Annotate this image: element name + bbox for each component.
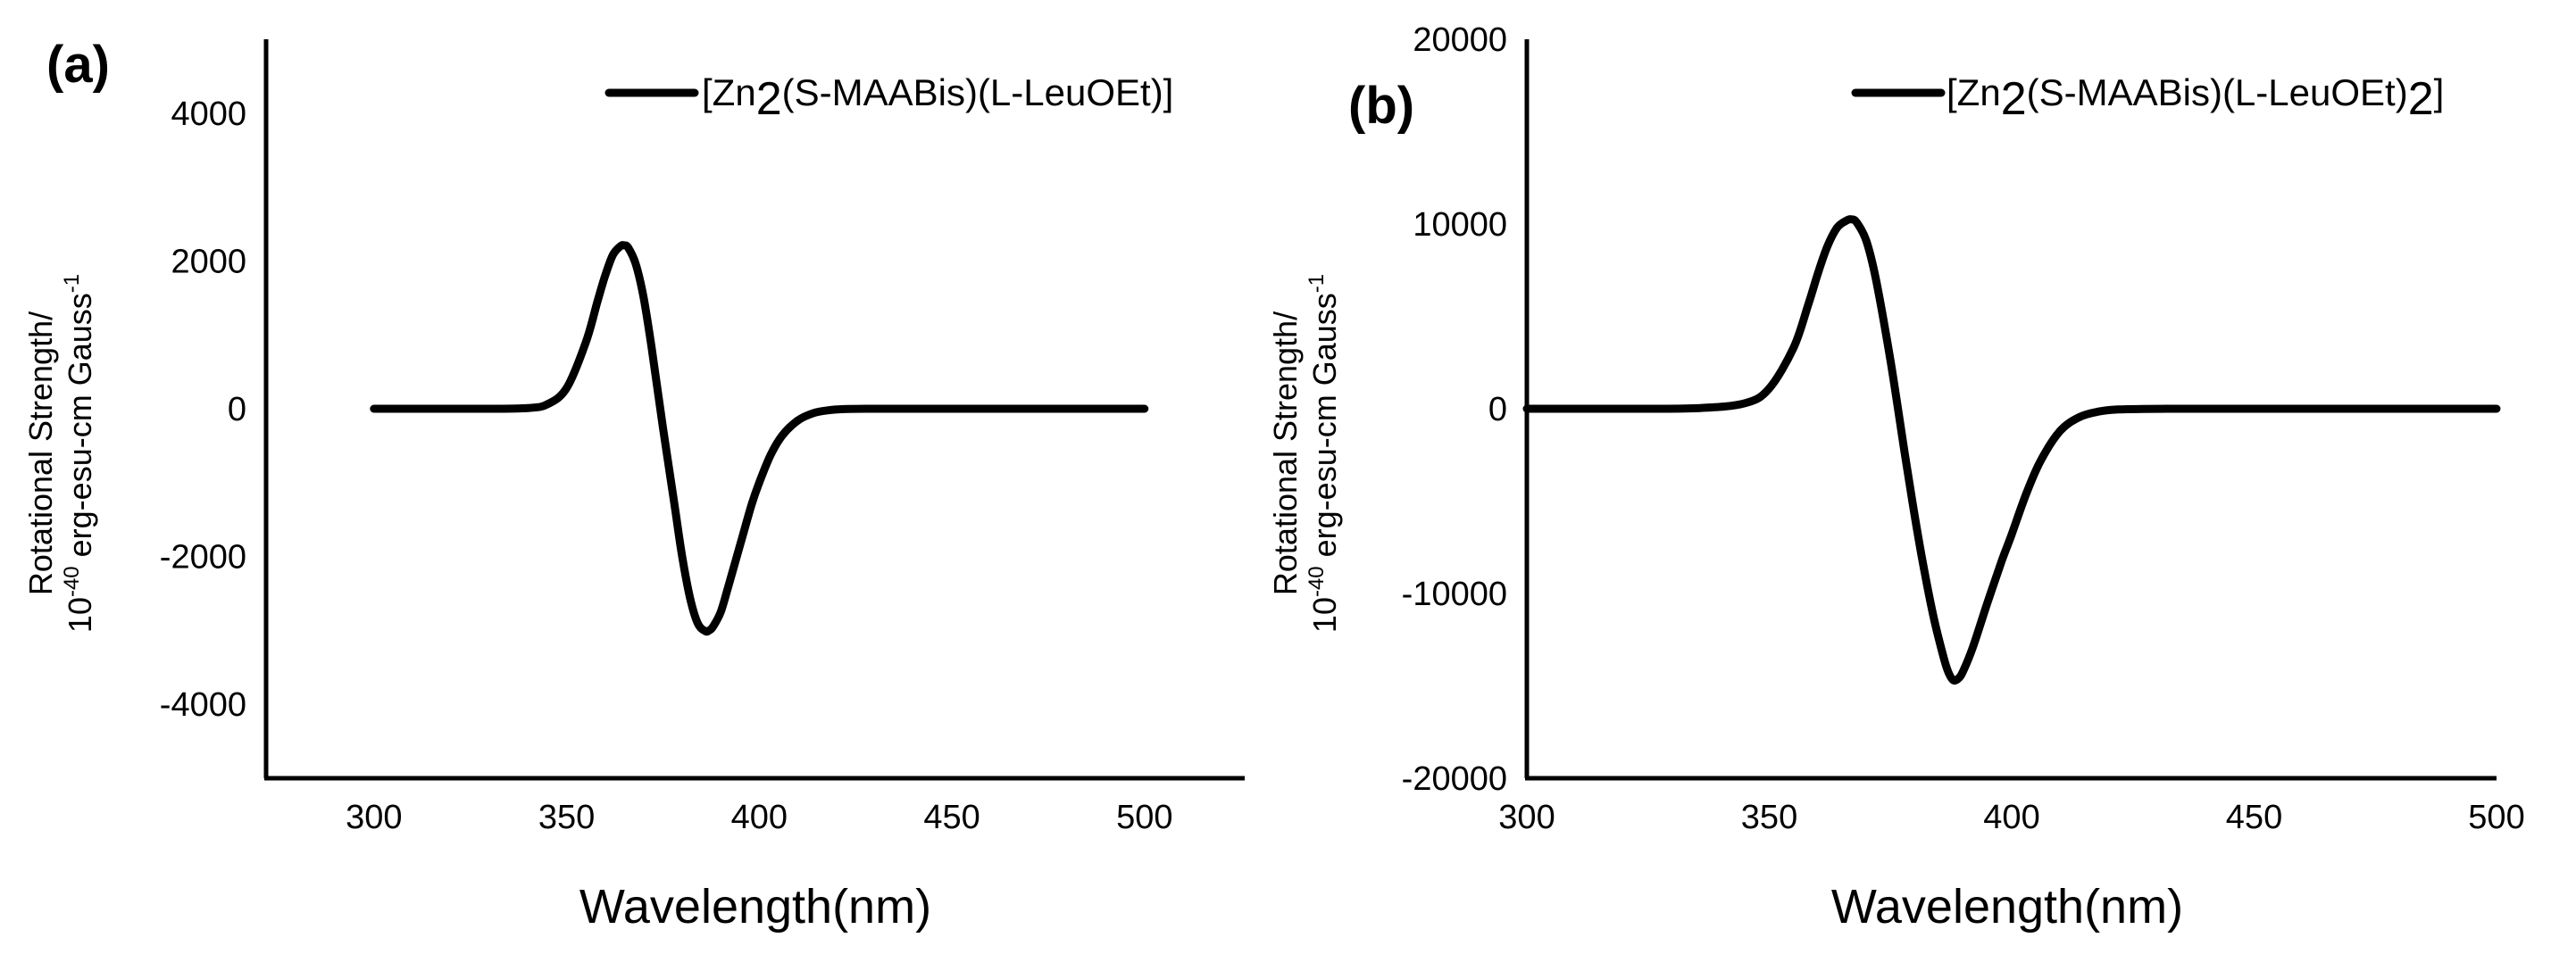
x-tick-label: 350	[538, 799, 595, 836]
x-axis-label-b: Wavelength(nm)	[1831, 880, 2183, 934]
panel-label-b: (b)	[1348, 77, 1414, 135]
y-axis-label-b: Rotational Strength/	[1267, 311, 1304, 595]
axes-a	[263, 39, 1245, 781]
ticks-b: 300 350 400 450 500 20000 10000 0 -10000 -20000	[1402, 21, 2525, 836]
series-line	[370, 241, 1149, 636]
y-axis-label-b-line2: 10-40 erg-esu-cm Gauss-1	[1305, 274, 1343, 633]
y-axis-label-a-line1: Rotational Strength/	[22, 311, 59, 595]
y-tick-label: -2000	[160, 539, 246, 577]
y-tick-label: -4000	[160, 686, 246, 724]
x-tick-label: 300	[1498, 799, 1555, 836]
panel-a: (a) Rotational Strength/ 10-40 erg-esu-c…	[22, 36, 1245, 934]
y-axis-label-a-line2: 10-40 erg-esu-cm Gauss-1	[60, 274, 98, 633]
x-tick-label: 500	[2468, 799, 2524, 836]
x-tick-label: 350	[1741, 799, 1797, 836]
legend-a: [Zn2(S-MAABis)(L-LeuOEt)]	[604, 71, 1173, 125]
x-tick-label: 300	[346, 799, 402, 836]
legend-text-a: [Zn2(S-MAABis)(L-LeuOEt)]	[702, 71, 1173, 125]
x-tick-label: 400	[731, 799, 788, 836]
x-tick-label: 500	[1116, 799, 1172, 836]
y-tick-label: 0	[228, 391, 246, 428]
y-tick-label: 4000	[171, 95, 246, 133]
y-tick-label: 2000	[171, 243, 246, 280]
y-axis-label-b-line1: Rotational Strength/	[1267, 311, 1304, 595]
legend-b: [Zn2(S-MAABis)(L-LeuOEt)2]	[1851, 71, 2444, 125]
y-axis-label-a: Rotational Strength/	[22, 311, 59, 595]
series-line-a	[370, 241, 1149, 636]
y-tick-label: 0	[1488, 391, 1507, 428]
ticks-a: 300 350 400 450 500 4000 2000 0 -2000 -4000	[160, 95, 1173, 836]
x-tick-label: 400	[1983, 799, 2039, 836]
panel-b: (b) Rotational Strength/ 10-40 erg-esu-c…	[1267, 21, 2525, 934]
y-tick-label: -20000	[1402, 760, 1507, 798]
y-tick-label: -10000	[1402, 576, 1507, 613]
x-axis-label-a: Wavelength(nm)	[579, 880, 931, 934]
y-tick-label: 20000	[1413, 21, 1507, 59]
series-line-b	[1522, 215, 2501, 685]
series-line	[1522, 215, 2501, 685]
panel-label-a: (a)	[46, 36, 110, 94]
x-tick-label: 450	[923, 799, 980, 836]
x-tick-label: 450	[2226, 799, 2282, 836]
legend-text-b: [Zn2(S-MAABis)(L-LeuOEt)2]	[1947, 71, 2444, 125]
y-tick-label: 10000	[1413, 206, 1507, 244]
